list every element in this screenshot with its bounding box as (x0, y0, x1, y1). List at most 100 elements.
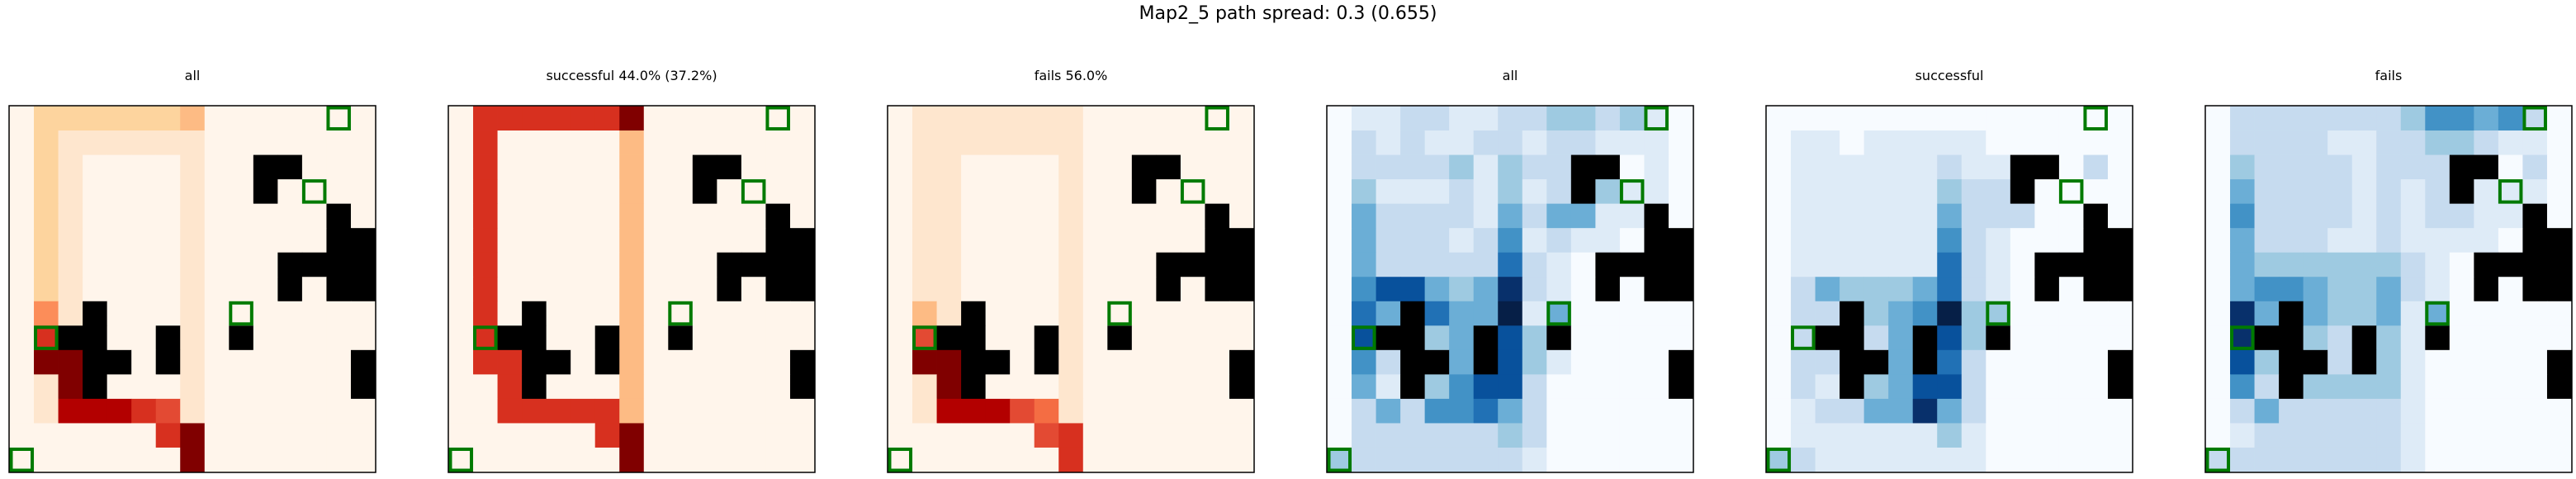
heatmap-cell (1400, 228, 1426, 254)
heatmap-cell (1888, 374, 1914, 400)
heatmap-cell (2205, 154, 2231, 180)
heatmap-cell (301, 398, 327, 424)
heatmap-cell (1107, 228, 1133, 254)
heatmap-cell (741, 154, 766, 180)
heatmap-cell (1986, 179, 2011, 205)
heatmap-cell (9, 228, 35, 254)
heatmap-cell (961, 423, 987, 448)
obstacle-cell (1205, 203, 1230, 229)
heatmap-cell (1180, 374, 1205, 400)
heatmap-cell (1863, 203, 1889, 229)
heatmap-cell (1010, 179, 1035, 205)
heatmap-cell (448, 228, 474, 254)
waypoint-marker (765, 106, 790, 131)
heatmap-cell (497, 349, 523, 375)
heatmap-cell (253, 423, 278, 448)
heatmap-cell (1400, 106, 1426, 131)
heatmap-cell (1376, 154, 1401, 180)
heatmap-cell (936, 277, 962, 302)
heatmap-cell (1937, 130, 1963, 155)
heatmap-cell (643, 130, 669, 155)
heatmap-cell (253, 349, 278, 375)
heatmap-cell (9, 398, 35, 424)
heatmap-cell (1522, 179, 1547, 205)
heatmap-cell (1888, 398, 1914, 424)
heatmap-cell (1010, 228, 1035, 254)
heatmap-cell (668, 228, 694, 254)
heatmap-cell (643, 179, 669, 205)
heatmap-cell (1376, 301, 1401, 326)
heatmap-cell (1082, 374, 1108, 400)
heatmap-cell (1473, 154, 1499, 180)
heatmap-cell (253, 398, 278, 424)
heatmap-cell (1961, 423, 1986, 448)
heatmap-cell (1840, 179, 1865, 205)
heatmap-cell (2546, 423, 2572, 448)
waypoint-marker (2205, 447, 2231, 472)
waypoint-marker (2522, 106, 2547, 131)
heatmap-cell (2058, 277, 2084, 302)
heatmap-cell (594, 447, 620, 472)
heatmap-cell (961, 203, 987, 229)
obstacle-cell (2107, 277, 2133, 302)
obstacle-cell (2107, 374, 2133, 400)
heatmap-cell (2279, 228, 2304, 254)
heatmap-cell (301, 203, 327, 229)
heatmap-cell (1376, 277, 1401, 302)
heatmap-cell (2449, 252, 2474, 277)
heatmap-cell (9, 203, 35, 229)
heatmap-cell (2327, 203, 2353, 229)
heatmap-cell (1156, 106, 1181, 131)
heatmap-cell (2327, 301, 2353, 326)
obstacle-cell (1668, 252, 1693, 277)
heatmap-cell (2351, 228, 2377, 254)
heatmap-cell (1156, 423, 1181, 448)
heatmap-cell (2327, 252, 2353, 277)
heatmap-cell (1986, 398, 2011, 424)
heatmap-cell (473, 423, 498, 448)
waypoint-marker (1352, 325, 1376, 350)
waypoint-marker (2425, 301, 2450, 326)
heatmap-cell (1424, 374, 1450, 400)
obstacle-cell (789, 349, 815, 375)
heatmap-cell (473, 398, 498, 424)
axes-frame (8, 105, 376, 473)
heatmap-cell (2425, 130, 2451, 155)
heatmap-cell (2400, 349, 2426, 375)
heatmap-cell (692, 130, 717, 155)
heatmap-cell (58, 349, 83, 375)
heatmap-cell (2400, 325, 2426, 351)
heatmap-cell (229, 179, 254, 205)
heatmap-cell (1010, 423, 1035, 448)
heatmap-cell (936, 447, 962, 472)
heatmap-cell (229, 301, 254, 326)
heatmap-cell (1644, 374, 1669, 400)
heatmap-cell (473, 374, 498, 400)
heatmap-cell (2376, 423, 2402, 448)
heatmap-cell (301, 423, 327, 448)
panel-title: fails 56.0% (1034, 68, 1108, 83)
heatmap-cell (789, 398, 815, 424)
heatmap-cell (204, 179, 230, 205)
waypoint-marker (9, 447, 35, 472)
heatmap-cell (180, 228, 206, 254)
heatmap-cell (34, 154, 59, 180)
heatmap-cell (2376, 277, 2402, 302)
heatmap-cell (277, 374, 303, 400)
heatmap-cell (1327, 447, 1352, 472)
heatmap-cell (204, 277, 230, 302)
heatmap-cell (1058, 228, 1084, 254)
heatmap-cell (180, 374, 206, 400)
heatmap-cell (789, 130, 815, 155)
heatmap-cell (1473, 228, 1499, 254)
heatmap-cell (1352, 203, 1376, 229)
heatmap-cell (1961, 252, 1986, 277)
heatmap-cell (619, 374, 645, 400)
heatmap-cell (1912, 106, 1938, 131)
heatmap-cell (1058, 277, 1084, 302)
heatmap-cell (1937, 349, 1963, 375)
heatmap-cell (1986, 277, 2011, 302)
heatmap-cell (301, 154, 327, 180)
obstacle-cell (1473, 325, 1499, 351)
heatmap-cell (1766, 374, 1792, 400)
